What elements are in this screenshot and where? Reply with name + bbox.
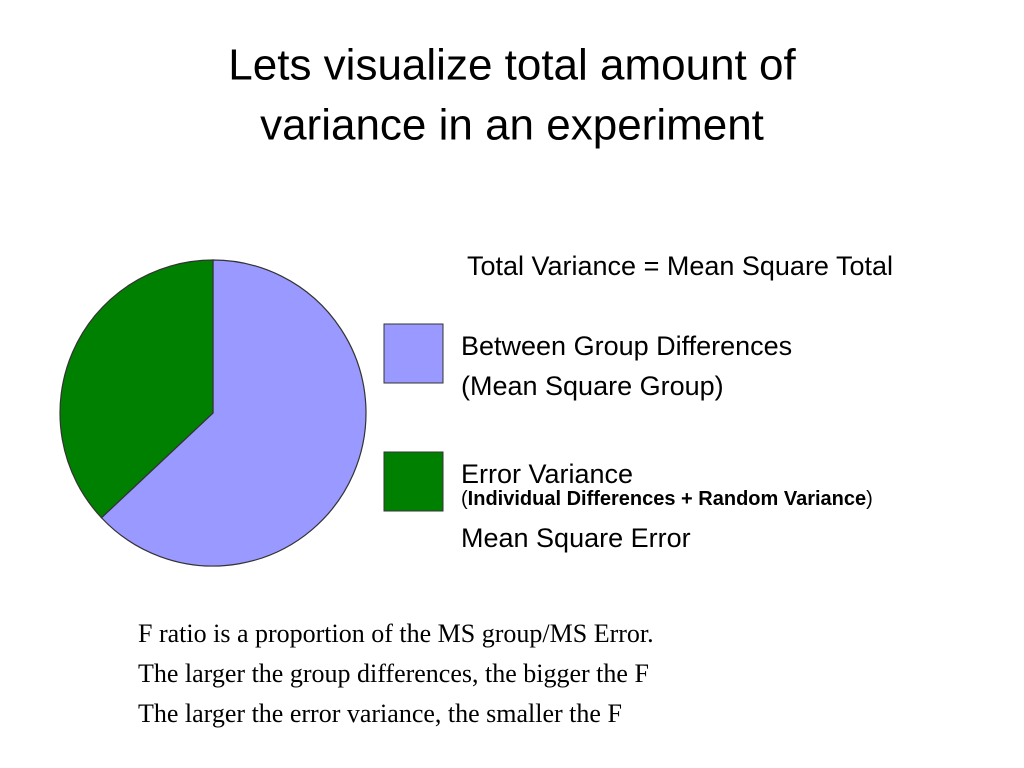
title-line: variance in an experiment xyxy=(260,101,764,150)
legend-label: Between Group Differences xyxy=(461,331,792,361)
legend-detail-part: Mean Square Error xyxy=(461,523,691,553)
legend-detail-part: (Mean Square Group) xyxy=(461,371,724,401)
legend-detail: Mean Square Error xyxy=(461,523,691,553)
note-line: F ratio is a proportion of the MS group/… xyxy=(138,619,654,648)
legend-detail-part: ( xyxy=(461,488,468,510)
pie-slice xyxy=(59,259,214,519)
legend-detail: (Individual Differences + Random Varianc… xyxy=(461,488,873,510)
note-line: The larger the error variance, the small… xyxy=(138,699,622,728)
legend-detail: (Mean Square Group) xyxy=(461,371,724,401)
note-line: The larger the group differences, the bi… xyxy=(138,659,649,688)
pie-slice xyxy=(100,259,367,567)
legend-detail-part: Individual Differences + Random Variance xyxy=(468,488,866,510)
legend-swatch xyxy=(383,323,444,384)
subtitle: Total Variance = Mean Square Total xyxy=(467,251,893,281)
legend-label: Error Variance xyxy=(461,459,633,489)
legend-swatch xyxy=(383,451,444,512)
title-line: Lets visualize total amount of xyxy=(228,41,796,90)
legend-detail-part: ) xyxy=(866,488,873,510)
